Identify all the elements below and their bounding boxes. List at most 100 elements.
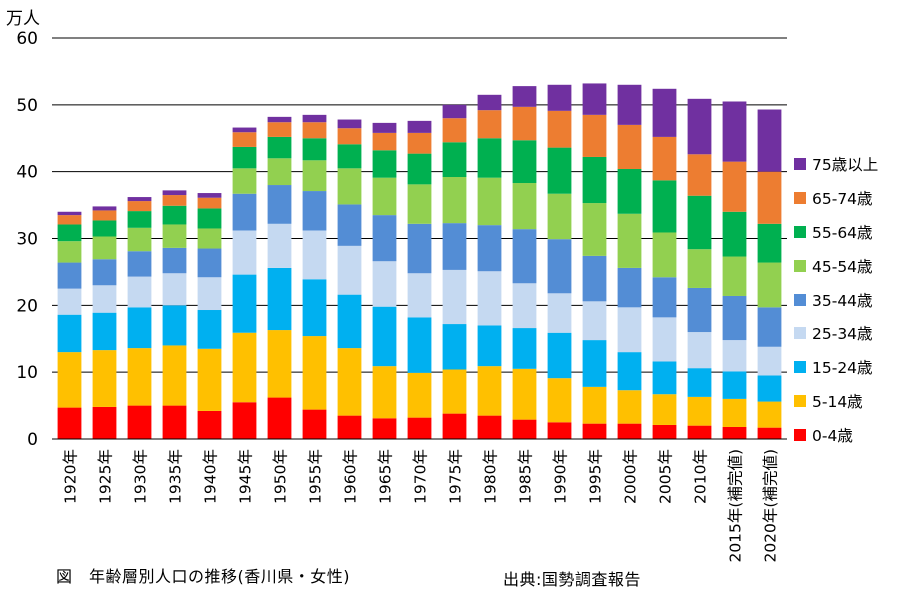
bar-segment (442, 223, 467, 270)
bar-segment (162, 345, 187, 406)
bar-segment (337, 168, 362, 205)
bar-segment (162, 195, 187, 206)
bar-segment (337, 415, 362, 439)
bar-segment (197, 228, 222, 249)
bar-segment (302, 230, 327, 280)
x-tick-label: 2000年 (622, 449, 640, 504)
bar-segment (617, 267, 642, 308)
bar-segment (232, 402, 257, 439)
bar-segment (722, 426, 747, 439)
legend-swatch (794, 361, 806, 374)
legend-item: 0-4歳 (794, 418, 878, 452)
bar-segment (547, 84, 572, 111)
bar-segment (442, 177, 467, 224)
x-tick-label: 2005年 (657, 449, 675, 504)
bar-segment (372, 215, 397, 262)
legend-label: 35-44歳 (812, 291, 873, 310)
bar-segment (92, 236, 117, 260)
bar-segment (652, 361, 677, 395)
bar-segment (57, 352, 82, 408)
legend-item: 45-54歳 (794, 249, 878, 283)
bar-segment (722, 101, 747, 162)
bar-segment (757, 109, 782, 172)
bar-segment (582, 423, 607, 439)
bar-segment (582, 156, 607, 204)
bar-segment (57, 262, 82, 289)
bar-segment (302, 279, 327, 337)
bar-segment (197, 248, 222, 278)
bar-segment (512, 419, 537, 439)
bar-segment (197, 410, 222, 439)
legend-label: 65-74歳 (812, 189, 873, 208)
legend-label: 15-24歳 (812, 359, 873, 378)
bar-segment (512, 368, 537, 420)
bar-segment (337, 348, 362, 416)
bar-segment (302, 160, 327, 192)
bar-segment (477, 415, 502, 439)
x-tick-label: 1920年 (62, 449, 80, 504)
bar-segment (337, 204, 362, 246)
bar-segment (722, 371, 747, 399)
bar-segment (547, 332, 572, 379)
bar-segment (162, 190, 187, 196)
legend-swatch (794, 327, 806, 340)
bar-segment (407, 223, 432, 274)
bar-segment (267, 185, 292, 224)
bar-segment (372, 366, 397, 419)
bar-segment (407, 273, 432, 318)
bar-segment (477, 325, 502, 367)
bar-segment (512, 86, 537, 107)
bar-segment (547, 378, 572, 423)
bar-segment (127, 251, 152, 277)
x-tick-label: 2020年(補完値) (762, 449, 780, 563)
bar-segment (512, 328, 537, 369)
x-tick-label: 1940年 (202, 449, 220, 504)
bar-segment (232, 132, 257, 147)
bar-segment (162, 247, 187, 274)
bar-segment (757, 427, 782, 439)
bar-segment (757, 307, 782, 347)
bar-segment (232, 193, 257, 231)
bar-segment (687, 154, 712, 196)
bar-segment (477, 366, 502, 416)
bar-segment (267, 223, 292, 268)
legend-item: 75歳以上 (794, 147, 878, 181)
bar-segment (337, 294, 362, 349)
bar-segment (722, 256, 747, 296)
bar-segment (372, 418, 397, 439)
bar-segment (652, 394, 677, 425)
bar-segment (687, 287, 712, 333)
bar-segment (477, 177, 502, 226)
bar-segment (197, 277, 222, 311)
bar-segment (757, 223, 782, 263)
bar-segment (722, 161, 747, 212)
bar-segment (337, 144, 362, 169)
bar-segment (92, 210, 117, 221)
x-axis-ticks: 1920年 1925年 1930年 1935年 1940年 1945年 1950年 1955年… (62, 449, 780, 563)
legend-label: 45-54歳 (812, 257, 873, 276)
bar-segment (372, 150, 397, 178)
bar-segment (687, 332, 712, 369)
bar-segment (512, 140, 537, 184)
bar-segment (512, 106, 537, 141)
x-tick-label: 1950年 (272, 449, 290, 504)
unit-label: 万人 (6, 9, 40, 29)
legend-item: 25-34歳 (794, 316, 878, 350)
y-tick-label: 10 (16, 363, 38, 383)
bar-segment (267, 267, 292, 331)
legend-item: 55-64歳 (794, 215, 878, 249)
legend-swatch (794, 293, 806, 306)
legend-item: 35-44歳 (794, 283, 878, 317)
bar-segment (127, 276, 152, 308)
bar-segment (757, 401, 782, 428)
bar-segment (407, 317, 432, 373)
bar-segment (722, 398, 747, 427)
bar-segment (617, 390, 642, 424)
chart-source: 出典:国勢調査報告 (503, 570, 641, 589)
bar-segment (197, 193, 222, 198)
y-tick-label: 40 (16, 163, 38, 183)
bar-segment (582, 386, 607, 424)
legend-swatch (794, 191, 806, 204)
bar-segment (617, 84, 642, 125)
bar-segment (477, 138, 502, 178)
